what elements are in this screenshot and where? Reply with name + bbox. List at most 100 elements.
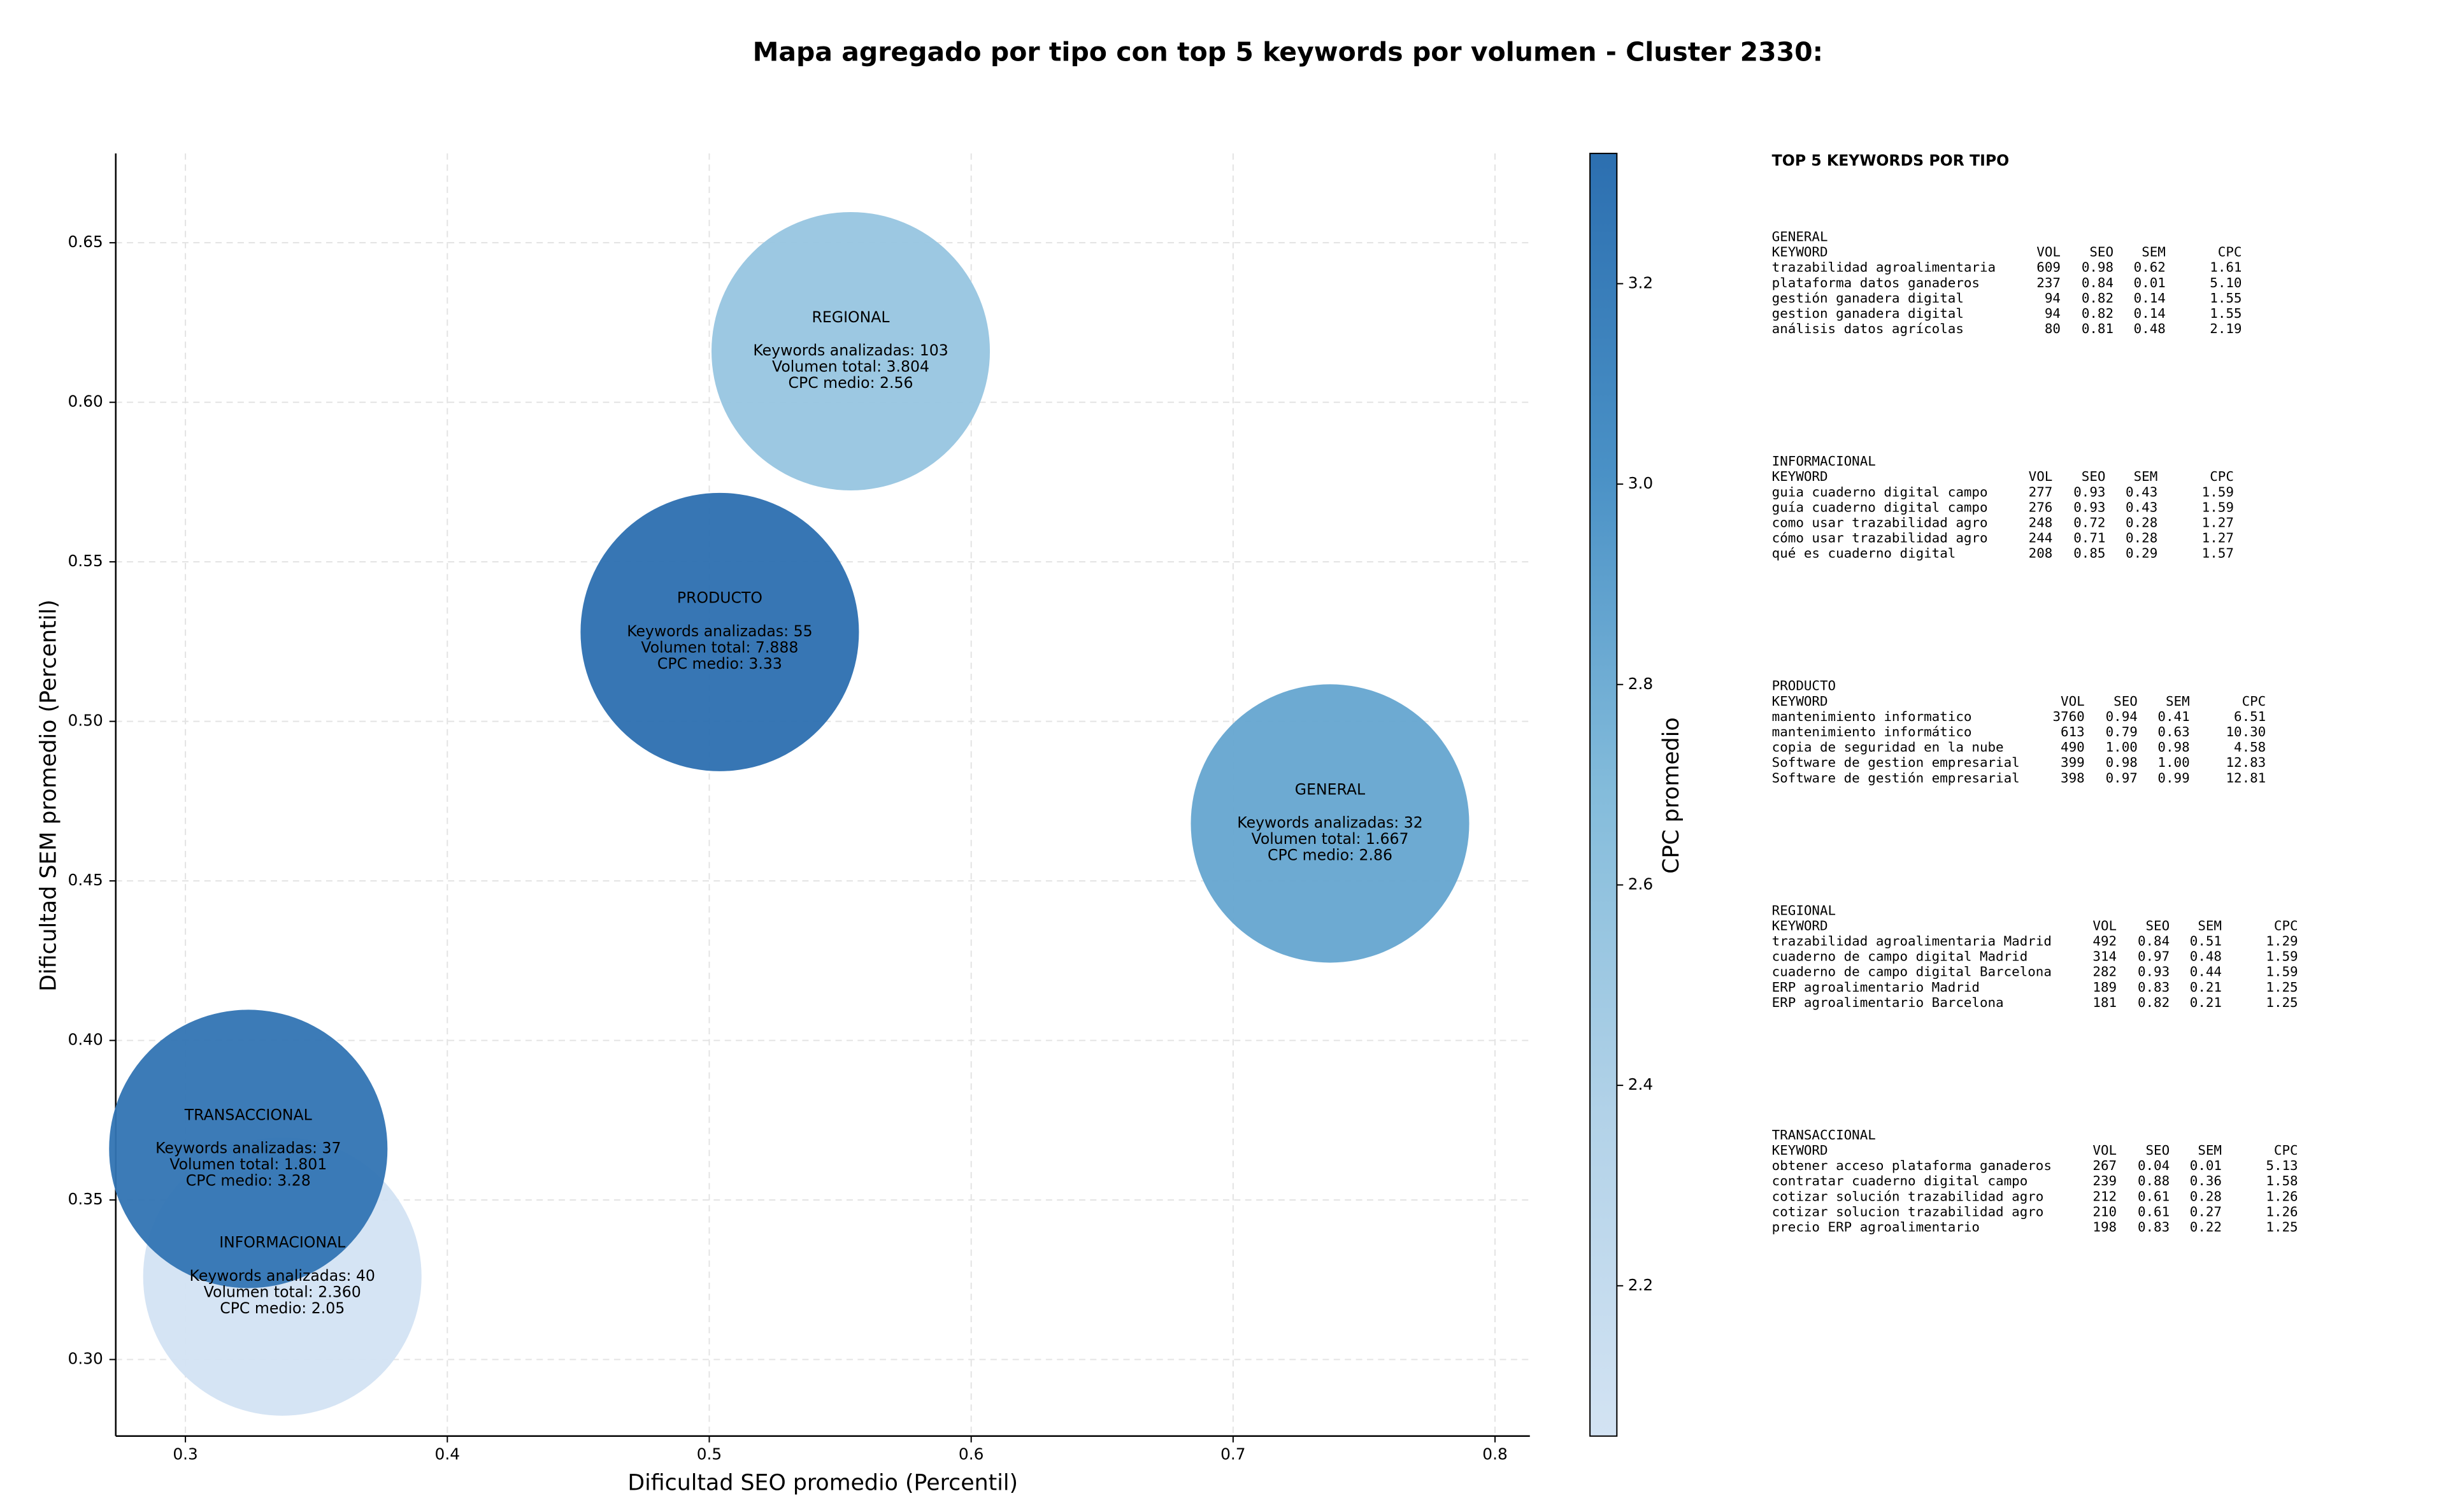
y-tick-label: 0.35 <box>68 1190 103 1208</box>
table-header: KEYWORD <box>1772 245 1828 260</box>
table-cell: cotizar solución trazabilidad agro <box>1772 1188 2044 1204</box>
table-header: SEO <box>2146 1143 2170 1158</box>
table-cell: trazabilidad agroalimentaria <box>1772 260 1996 275</box>
table-cell: 0.44 <box>2190 964 2222 980</box>
x-tick-label: 0.7 <box>1220 1445 1246 1464</box>
bubble-name: INFORMACIONAL <box>219 1234 346 1252</box>
table-cell: 2.19 <box>2210 321 2242 336</box>
y-tick-label: 0.45 <box>68 871 103 889</box>
table-header: CPC <box>2242 694 2266 709</box>
bubble-annotation: Keywords analizadas: 55 <box>627 622 812 640</box>
table-cell: 282 <box>2092 964 2117 980</box>
table-cell: 0.71 <box>2073 531 2105 546</box>
table-cell: 490 <box>2061 739 2085 755</box>
bubble <box>711 211 991 491</box>
table-cell: plataforma datos ganaderos <box>1772 275 1980 290</box>
table-cell: 0.98 <box>2082 260 2113 275</box>
table-cell: 0.28 <box>2126 531 2157 546</box>
table-cell: 0.93 <box>2073 484 2105 499</box>
table-cell: 314 <box>2092 949 2117 964</box>
table-cell: 398 <box>2061 770 2085 785</box>
table-cell: 5.10 <box>2210 275 2242 290</box>
table-cell: análisis datos agrícolas <box>1772 321 1964 336</box>
x-axis-label: Dificultad SEO promedio (Percentil) <box>627 1470 1018 1495</box>
group-name: GENERAL <box>1772 229 1828 244</box>
bubble-annotation: CPC medio: 2.86 <box>1268 846 1392 864</box>
table-cell: 613 <box>2061 724 2085 739</box>
table-header: KEYWORD <box>1772 918 1828 933</box>
table-cell: gestion ganadera digital <box>1772 306 1964 321</box>
bubble <box>1191 684 1470 963</box>
x-tick-label: 0.4 <box>435 1445 461 1464</box>
table-cell: 0.88 <box>2138 1173 2170 1188</box>
table-cell: mantenimiento informatico <box>1772 709 1972 724</box>
table-header: VOL <box>2061 694 2085 709</box>
table-cell: 1.58 <box>2266 1173 2298 1188</box>
table-cell: 0.83 <box>2138 1220 2170 1235</box>
colorbar-tick-label: 2.2 <box>1628 1276 1654 1294</box>
table-cell: 1.59 <box>2202 499 2234 515</box>
table-cell: 609 <box>2036 260 2061 275</box>
table-cell: 80 <box>2045 321 2061 336</box>
table-cell: 4.58 <box>2234 739 2266 755</box>
colorbar-tick-label: 2.6 <box>1628 874 1654 893</box>
table-cell: 1.61 <box>2210 260 2242 275</box>
bubble <box>109 1009 388 1288</box>
table-header: SEO <box>2089 245 2113 260</box>
y-axis-label: Dificultad SEM promedio (Percentil) <box>36 599 61 991</box>
table-cell: 1.27 <box>2202 531 2234 546</box>
table-cell: 0.41 <box>2157 709 2189 724</box>
table-cell: 0.94 <box>2106 709 2138 724</box>
table-cell: 0.01 <box>2134 275 2166 290</box>
y-tick-label: 0.40 <box>68 1031 103 1049</box>
table-cell: guia cuaderno digital campo <box>1772 484 1988 499</box>
table-header: KEYWORD <box>1772 1143 1828 1158</box>
table-cell: 0.43 <box>2126 484 2157 499</box>
table-cell: 0.48 <box>2134 321 2166 336</box>
table-cell: 1.55 <box>2210 306 2242 321</box>
table-cell: 1.55 <box>2210 290 2242 306</box>
bubble-annotation: CPC medio: 2.56 <box>789 374 913 392</box>
x-tick-label: 0.8 <box>1482 1445 1508 1464</box>
table-cell: 0.99 <box>2157 770 2189 785</box>
table-cell: contratar cuaderno digital campo <box>1772 1173 2028 1188</box>
table-cell: precio ERP agroalimentario <box>1772 1220 1980 1235</box>
table-cell: 0.93 <box>2138 964 2170 980</box>
table-cell: 0.21 <box>2190 980 2222 995</box>
table-cell: 0.48 <box>2190 949 2222 964</box>
table-cell: Software de gestión empresarial <box>1772 770 2020 785</box>
table-cell: 0.82 <box>2138 995 2170 1010</box>
table-cell: 244 <box>2029 531 2053 546</box>
table-cell: 0.93 <box>2073 499 2105 515</box>
panel-title: TOP 5 KEYWORDS POR TIPO <box>1772 152 2010 169</box>
table-cell: 0.27 <box>2190 1204 2222 1219</box>
table-cell: 1.25 <box>2266 1220 2298 1235</box>
table-cell: 0.79 <box>2106 724 2138 739</box>
table-cell: cotizar solucion trazabilidad agro <box>1772 1204 2044 1219</box>
table-header: VOL <box>2036 245 2061 260</box>
table-cell: Software de gestion empresarial <box>1772 755 2020 770</box>
table-cell: 492 <box>2092 934 2117 949</box>
table-cell: 0.28 <box>2190 1188 2222 1204</box>
table-cell: 0.21 <box>2190 995 2222 1010</box>
table-cell: 212 <box>2092 1188 2117 1204</box>
table-cell: 1.00 <box>2157 755 2189 770</box>
table-cell: 0.84 <box>2082 275 2113 290</box>
table-cell: 1.59 <box>2266 949 2298 964</box>
table-cell: ERP agroalimentario Barcelona <box>1772 995 2004 1010</box>
table-cell: 1.25 <box>2266 995 2298 1010</box>
table-cell: 0.82 <box>2082 290 2113 306</box>
table-cell: 0.72 <box>2073 515 2105 530</box>
table-header: SEM <box>2198 1143 2222 1158</box>
table-cell: guía cuaderno digital campo <box>1772 499 1988 515</box>
bubble-annotation: Keywords analizadas: 32 <box>1237 813 1422 831</box>
y-tick-label: 0.55 <box>68 552 103 570</box>
table-cell: cuaderno de campo digital Barcelona <box>1772 964 2052 980</box>
table-cell: 0.22 <box>2190 1220 2222 1235</box>
table-cell: 0.14 <box>2134 290 2166 306</box>
bubble-annotation: CPC medio: 3.33 <box>657 655 782 673</box>
table-cell: qué es cuaderno digital <box>1772 546 1956 561</box>
table-cell: 12.83 <box>2226 755 2266 770</box>
bubble-annotation: Volumen total: 3.804 <box>772 358 929 376</box>
